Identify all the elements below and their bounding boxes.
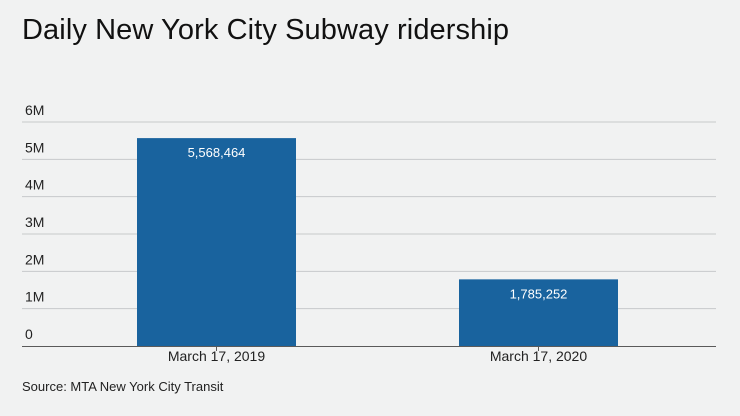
y-tick-label: 0	[25, 326, 33, 342]
x-tick-label: March 17, 2020	[490, 348, 587, 364]
x-axis: March 17, 2019 March 17, 2020	[22, 346, 716, 364]
bar-data-label: 1,785,252	[510, 286, 568, 301]
x-tick-label: March 17, 2019	[168, 348, 265, 364]
y-tick-label: 5M	[25, 139, 44, 155]
bars: 5,568,464 1,785,252	[137, 138, 618, 346]
source-note: Source: MTA New York City Transit	[22, 379, 224, 394]
y-tick-label: 2M	[25, 251, 44, 267]
y-tick-label: 3M	[25, 214, 44, 230]
bar	[137, 138, 296, 346]
bar	[459, 279, 618, 346]
y-tick-label: 6M	[25, 102, 44, 118]
chart-title: Daily New York City Subway ridership	[22, 14, 510, 46]
y-axis-tick-labels: 0 1M 2M 3M 4M 5M 6M	[25, 102, 44, 342]
y-tick-label: 4M	[25, 177, 44, 193]
y-tick-label: 1M	[25, 289, 44, 305]
bar-data-label: 5,568,464	[188, 145, 246, 160]
